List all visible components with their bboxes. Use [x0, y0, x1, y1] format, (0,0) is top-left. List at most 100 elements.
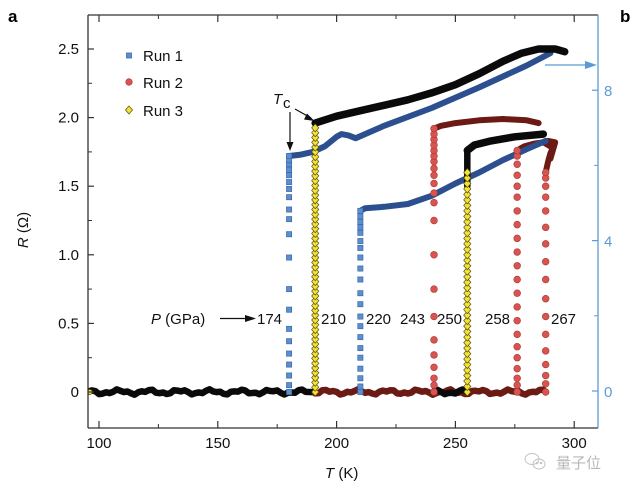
legend-label-run-1: Run 1: [143, 48, 183, 65]
legend-item-run-2: Run 2: [125, 75, 183, 92]
data-point-run3-210: [311, 368, 320, 378]
data-point-run3-210: [311, 195, 320, 205]
data-point-run1-174: [286, 382, 293, 389]
data-point-run3-210: [311, 301, 320, 311]
data-point-run2-258: [513, 182, 521, 190]
panel-label-a: a: [8, 7, 18, 26]
data-point-run1-220: [357, 238, 364, 245]
data-point-run3-250: [463, 310, 472, 320]
data-point-run2-258: [513, 388, 521, 396]
data-point-run2-267: [541, 257, 550, 266]
data-point-run3-250: [463, 327, 472, 337]
data-point-run3-210: [311, 180, 320, 191]
y-tick-label: 1.5: [58, 178, 79, 195]
y-tick-label: 0.5: [58, 315, 79, 332]
data-point-run1-174: [286, 166, 293, 173]
data-point-run2-258: [513, 207, 521, 215]
data-point-run3-250: [463, 387, 472, 397]
data-point-run2-267: [541, 388, 550, 396]
data-point-run1-174: [286, 185, 293, 192]
data-point-run2-267: [541, 330, 550, 339]
pressure-value-258: 258: [485, 311, 510, 328]
y-tick-label: 1.0: [58, 247, 79, 264]
axes: [87, 14, 599, 429]
data-point-run3-250: [463, 288, 472, 298]
tc-label: T: [273, 91, 284, 108]
data-point-run3-210: [311, 382, 320, 392]
y-tick-label: 0: [71, 384, 79, 401]
data-point-run2-243: [430, 216, 438, 225]
data-point-run3-210: [311, 387, 320, 397]
data-point-run2-243: [430, 336, 438, 344]
pressure-value-174: 174: [257, 311, 282, 328]
data-point-run1-220: [357, 313, 364, 320]
data-point-run2-267: [541, 275, 550, 284]
data-point-run3-250: [463, 338, 472, 348]
data-point-run1-220: [357, 290, 364, 297]
data-point-run1-220: [357, 207, 364, 214]
data-point-run2-258: [513, 316, 521, 325]
data-point-run3-250: [463, 195, 472, 205]
data-point-run3-210: [311, 320, 320, 330]
data-point-run1-220: [357, 218, 364, 225]
normal-curve-267: [540, 137, 559, 176]
baseline-run-2: [311, 386, 547, 398]
data-point-run3-210: [311, 123, 320, 133]
tc-arrow-down-head: [286, 142, 294, 151]
data-point-run3-250: [463, 305, 472, 315]
data-point-run2-267: [541, 347, 550, 355]
data-point-run3-210: [311, 185, 320, 195]
legend-marker-square: [126, 52, 132, 59]
data-point-run2-258: [513, 220, 521, 229]
data-point-run3-250: [463, 200, 472, 210]
data-point-run1-174: [286, 389, 293, 395]
data-point-run2-267: [541, 312, 550, 321]
data-point-run3-210: [311, 233, 320, 243]
data-point-run1-174: [286, 338, 293, 345]
data-point-run2-258: [513, 374, 521, 382]
watermark: 量子位: [524, 453, 601, 472]
wechat-icon: [524, 453, 546, 470]
data-point-run2-267: [541, 193, 550, 201]
data-point-run1-174: [286, 179, 293, 186]
data-point-run3-210: [311, 334, 320, 344]
data-point-run1-220: [357, 244, 364, 251]
data-point-run3-210: [311, 325, 320, 335]
data-point-run3-210: [311, 373, 320, 383]
data-point-run1-220: [357, 383, 364, 390]
legend-label-run-3: Run 3: [143, 103, 183, 120]
data-point-run3-210: [311, 166, 320, 176]
data-point-run1-174: [286, 350, 293, 357]
data-point-run3-210: [311, 257, 320, 267]
data-point-run3-250: [463, 376, 472, 386]
data-point-run3-250: [463, 354, 472, 364]
data-point-run2-267: [541, 295, 550, 303]
data-point-run3-210: [311, 277, 320, 287]
data-point-run2-243: [430, 179, 438, 188]
data-point-run3-250: [463, 321, 472, 331]
data-point-run2-267: [541, 380, 550, 388]
data-point-run2-258: [513, 234, 521, 243]
data-point-run3-210: [311, 358, 320, 368]
pressure-value-267: 267: [551, 311, 576, 328]
data-point-run2-243: [430, 198, 438, 207]
data-point-run3-250: [463, 294, 472, 304]
data-point-run3-210: [311, 272, 320, 282]
legend: Run 1 Run 2 Run 3: [124, 48, 183, 120]
data-point-run3-210: [311, 142, 320, 152]
data-point-run3-250: [463, 371, 472, 381]
data-point-run2-267: [541, 223, 550, 232]
data-point-run2-258: [513, 303, 521, 311]
data-point-run2-258: [513, 262, 521, 270]
tc-subscript: c: [283, 95, 291, 112]
data-point-run3-250: [463, 299, 472, 309]
data-point-run2-258: [513, 171, 521, 179]
data-point-run3-250: [463, 349, 472, 359]
data-point-run3-210: [311, 262, 320, 272]
data-point-run3-250: [463, 239, 472, 249]
data-point-run2-258: [513, 275, 521, 284]
panel-label-b: b: [620, 7, 630, 26]
data-point-run1-220: [357, 354, 364, 361]
x-tick-label: 300: [562, 435, 587, 452]
baseline-run-3: [88, 386, 317, 398]
